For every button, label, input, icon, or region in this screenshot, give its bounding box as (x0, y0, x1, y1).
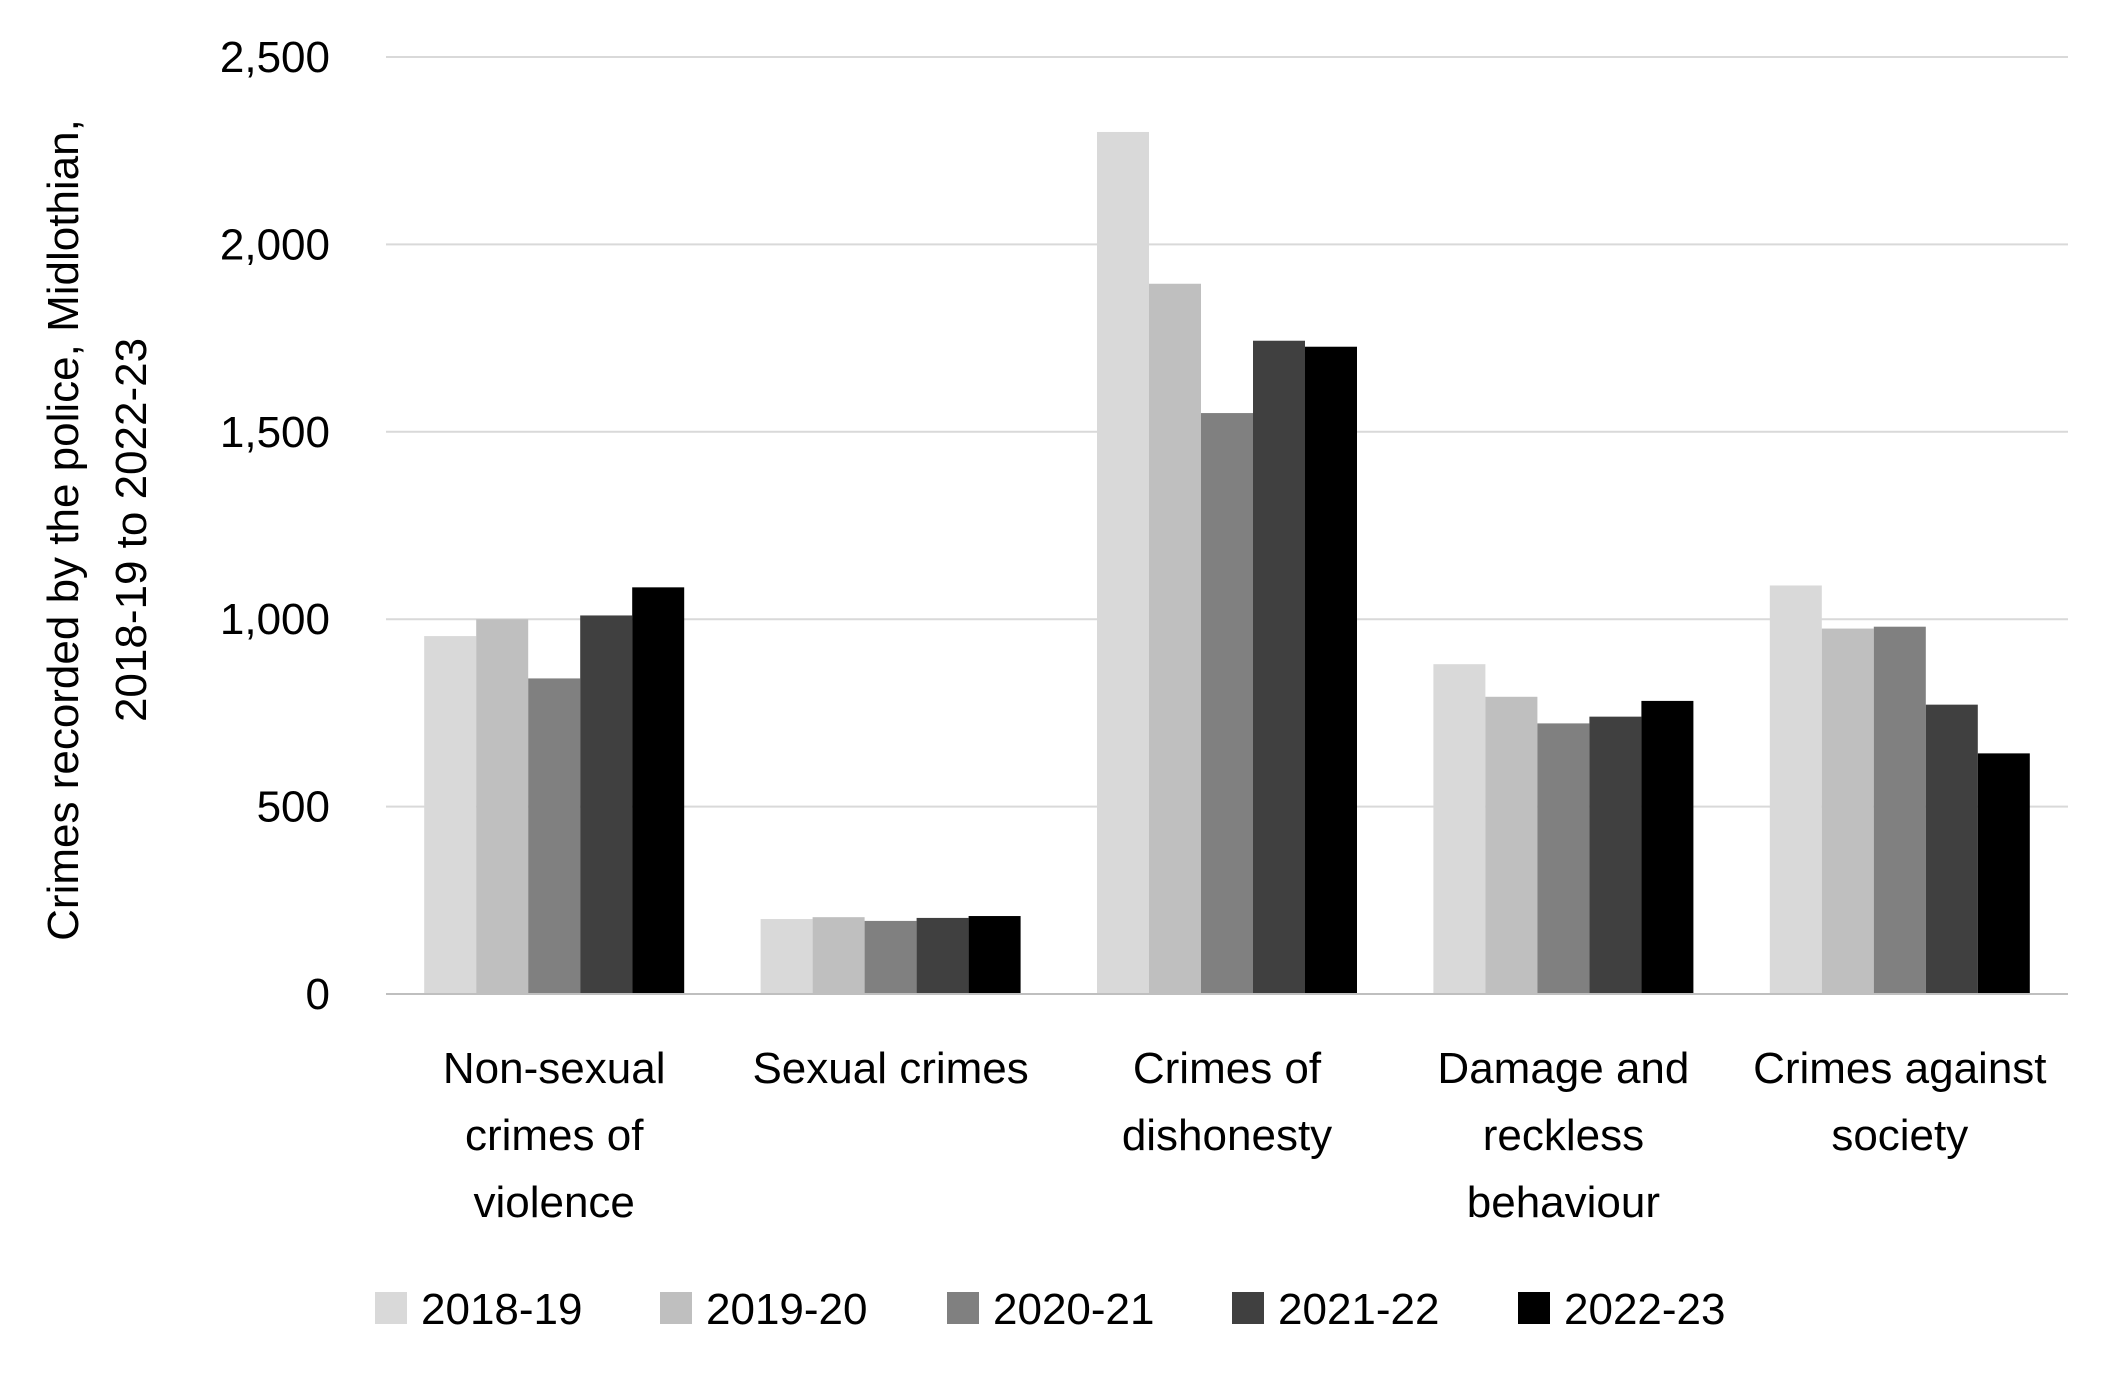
legend-label: 2021-22 (1278, 1285, 1439, 1334)
legend-label: 2022-23 (1564, 1285, 1725, 1334)
y-tick-label: 2,000 (220, 220, 330, 269)
bar (1433, 664, 1486, 994)
bar (1821, 628, 1874, 994)
bar (1873, 626, 1926, 994)
bar (968, 916, 1021, 994)
bar (1589, 716, 1642, 994)
legend-swatch (660, 1292, 692, 1324)
bar (1097, 131, 1149, 994)
bar (632, 587, 685, 994)
bar (1977, 753, 2030, 994)
category-label: Crimes of dishonesty (1122, 1044, 1332, 1160)
bar (864, 920, 917, 994)
legend-label: 2020-21 (993, 1285, 1154, 1334)
bar (1485, 696, 1538, 994)
bar (1201, 413, 1253, 994)
bar (476, 619, 529, 994)
bar (424, 636, 477, 994)
legend-swatch (1232, 1292, 1264, 1324)
y-tick-label: 0 (306, 970, 330, 1019)
bar (1925, 704, 1978, 994)
bar (760, 919, 813, 994)
legend-label: 2018-19 (421, 1285, 582, 1334)
bar (812, 917, 865, 994)
legend-item: 2022-23 (1518, 1285, 1725, 1334)
category-labels: Non-sexual crimes of violence Sexual crimes… (443, 1044, 2047, 1227)
y-tick-label: 500 (257, 783, 330, 832)
y-tick-label: 1,500 (220, 408, 330, 457)
legend-item: 2019-20 (660, 1285, 867, 1334)
legend-swatch (947, 1292, 979, 1324)
category-label: Non-sexual crimes of violence (443, 1044, 666, 1227)
y-tick-label: 1,000 (220, 595, 330, 644)
bar (528, 678, 581, 994)
legend-item: 2020-21 (947, 1285, 1154, 1334)
bar (1537, 723, 1590, 994)
bar (1641, 700, 1694, 994)
y-axis-title: Crimes recorded by the police, Midlothia… (39, 119, 156, 941)
category-label: Damage and reckless behaviour (1437, 1044, 1689, 1227)
bar (1253, 340, 1305, 994)
y-tick-labels: 0 500 1,000 1,500 2,000 2,500 (220, 33, 330, 1019)
bars (424, 131, 2030, 994)
legend-item: 2018-19 (375, 1285, 582, 1334)
bar (1149, 283, 1201, 994)
legend: 2018-19 2019-20 2020-21 2021-22 2022-23 (375, 1285, 1725, 1334)
legend-swatch (375, 1292, 407, 1324)
bar (1769, 585, 1822, 994)
y-tick-label: 2,500 (220, 33, 330, 82)
legend-item: 2021-22 (1232, 1285, 1439, 1334)
category-label: Sexual crimes (752, 1044, 1028, 1093)
bar (580, 615, 633, 994)
legend-label: 2019-20 (706, 1285, 867, 1334)
bar (1305, 346, 1357, 994)
y-axis-label: Crimes recorded by the police, Midlothia… (39, 119, 156, 941)
bar (916, 917, 969, 994)
category-label: Crimes against society (1753, 1044, 2046, 1160)
legend-swatch (1518, 1292, 1550, 1324)
